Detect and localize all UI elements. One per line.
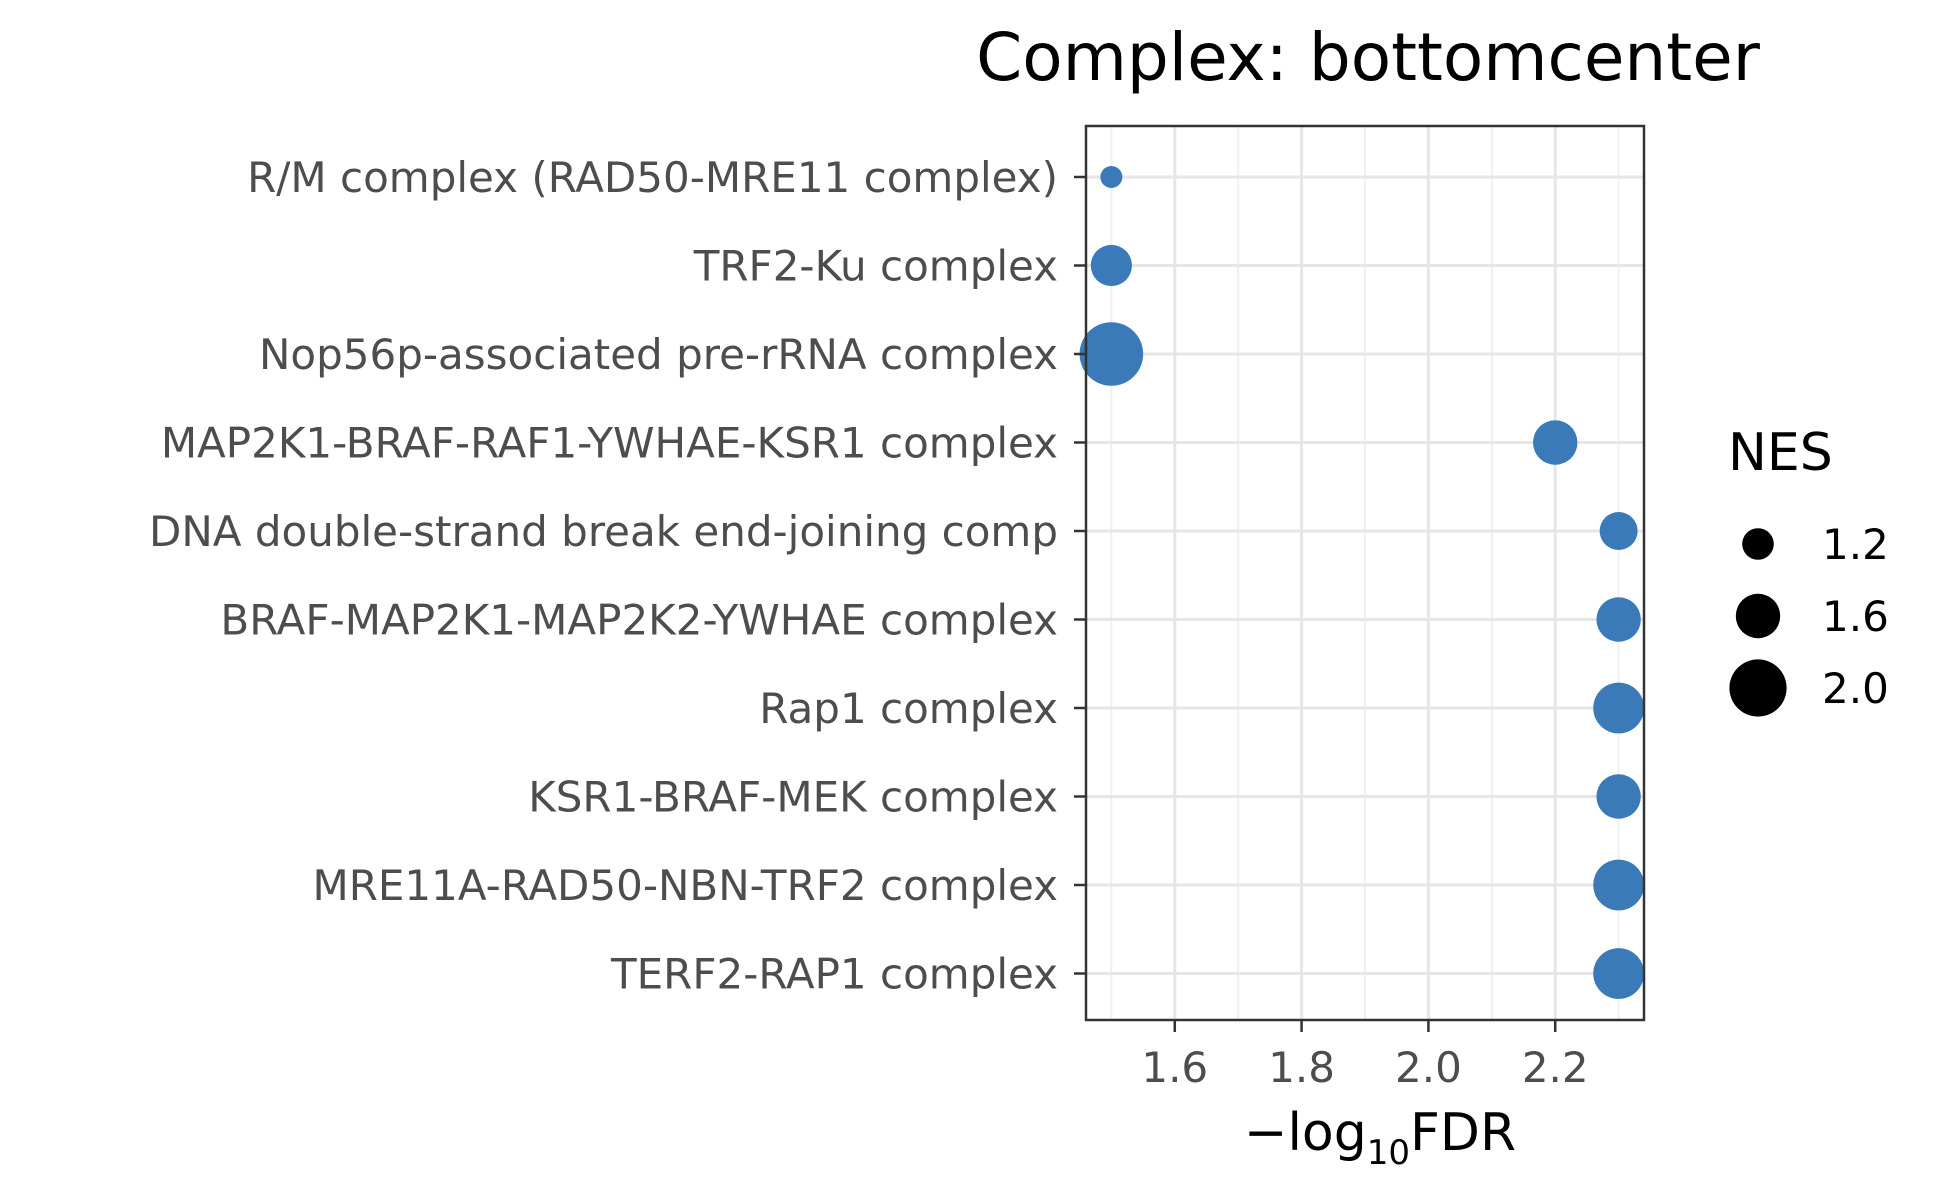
- data-point: [1533, 420, 1578, 465]
- data-point: [1596, 597, 1641, 642]
- data-point: [1100, 166, 1123, 188]
- data-points: [1079, 166, 1645, 999]
- x-axis-title-subscript: 10: [1367, 1133, 1410, 1173]
- data-point: [1596, 774, 1641, 819]
- y-tick-label: BRAF-MAP2K1-MAP2K2-YWHAE complex: [220, 596, 1058, 645]
- data-point: [1593, 682, 1645, 734]
- y-tick-label: KSR1-BRAF-MEK complex: [528, 773, 1058, 822]
- legend-key: [1729, 659, 1787, 717]
- legend-label: 1.2: [1822, 520, 1889, 569]
- y-tick-label: MAP2K1-BRAF-RAF1-YWHAE-KSR1 complex: [161, 419, 1058, 468]
- data-point: [1079, 322, 1144, 386]
- legend: NES 1.2 1.6 2.0: [1728, 423, 1889, 717]
- legend-key: [1735, 593, 1781, 639]
- x-tick-label: 1.8: [1268, 1043, 1335, 1092]
- x-axis-title: −log10FDR: [1244, 1103, 1516, 1173]
- data-point: [1593, 948, 1645, 999]
- legend-key: [1742, 528, 1774, 560]
- data-point: [1593, 859, 1645, 911]
- y-tick-label: Rap1 complex: [759, 684, 1058, 733]
- grid: [1086, 126, 1644, 1020]
- y-tick-label: TRF2-Ku complex: [693, 242, 1058, 291]
- chart-title: Complex: bottomcenter: [976, 19, 1761, 96]
- legend-title: NES: [1728, 423, 1833, 483]
- y-tick-label: R/M complex (RAD50-MRE11 complex): [247, 153, 1058, 202]
- data-point: [1090, 244, 1132, 287]
- legend-label: 2.0: [1822, 664, 1889, 713]
- y-tick-label: Nop56p-associated pre-rRNA complex: [259, 330, 1058, 379]
- y-axis: R/M complex (RAD50-MRE11 complex) TRF2-Ku…: [149, 153, 1086, 999]
- x-tick-label: 2.2: [1522, 1043, 1589, 1092]
- y-tick-label: DNA double-strand break end-joining comp: [149, 507, 1058, 556]
- x-tick-label: 1.6: [1141, 1043, 1208, 1092]
- legend-label: 1.6: [1822, 592, 1889, 641]
- y-tick-label: MRE11A-RAD50-NBN-TRF2 complex: [312, 861, 1058, 910]
- y-tick-label: TERF2-RAP1 complex: [610, 950, 1058, 999]
- x-tick-label: 2.0: [1395, 1043, 1462, 1092]
- x-axis: 1.6 1.8 2.0 2.2: [1141, 1020, 1589, 1092]
- data-point: [1599, 512, 1638, 550]
- panel-border: [1084, 124, 1646, 1022]
